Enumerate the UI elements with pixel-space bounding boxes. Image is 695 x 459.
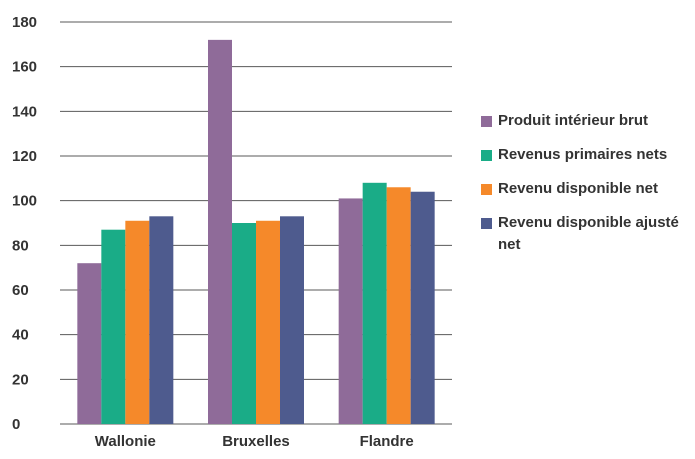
legend-swatch xyxy=(481,218,492,229)
y-tick-label: 80 xyxy=(12,237,29,254)
bars xyxy=(77,39,435,424)
bar xyxy=(386,187,411,424)
legend-swatch xyxy=(481,150,492,161)
y-tick-label: 20 xyxy=(12,371,29,388)
y-tick-label: 0 xyxy=(12,416,20,433)
legend-swatch xyxy=(481,116,492,127)
y-tick-label: 120 xyxy=(12,148,37,165)
legend-label: Revenu disponible net xyxy=(498,180,659,197)
bar xyxy=(232,223,256,424)
bar xyxy=(338,198,363,424)
legend-label: Produit intérieur brut xyxy=(498,112,648,129)
y-tick-label: 180 xyxy=(12,14,37,31)
bar xyxy=(362,182,387,424)
bar xyxy=(410,191,435,424)
legend-swatch xyxy=(481,184,492,195)
bar xyxy=(256,220,280,424)
legend-item: Revenu disponible ajusté net xyxy=(481,212,695,256)
x-category-label: Flandre xyxy=(360,433,414,450)
legend-label: Revenu disponible ajusté net xyxy=(498,214,679,253)
bar xyxy=(208,39,232,424)
y-tick-label: 160 xyxy=(12,59,37,76)
x-axis-categories: Wallonie Bruxelles Flandre xyxy=(95,433,414,450)
y-tick-label: 100 xyxy=(12,193,37,210)
bar xyxy=(77,263,102,424)
y-tick-label: 40 xyxy=(12,327,29,344)
legend-item: Produit intérieur brut xyxy=(481,110,695,132)
y-axis-ticks: 0 20 40 60 80 100 120 140 160 180 xyxy=(12,14,37,433)
legend: Produit intérieur brut Revenus primaires … xyxy=(481,110,695,268)
x-category-label: Bruxelles xyxy=(222,433,290,450)
y-tick-label: 140 xyxy=(12,103,37,120)
y-tick-label: 60 xyxy=(12,282,29,299)
bar xyxy=(149,216,174,424)
bar xyxy=(125,220,150,424)
bar xyxy=(280,216,304,424)
legend-label: Revenus primaires nets xyxy=(498,146,668,163)
x-category-label: Wallonie xyxy=(95,433,156,450)
bar xyxy=(101,229,126,424)
legend-item: Revenus primaires nets xyxy=(481,144,695,166)
legend-item: Revenu disponible net xyxy=(481,178,695,200)
